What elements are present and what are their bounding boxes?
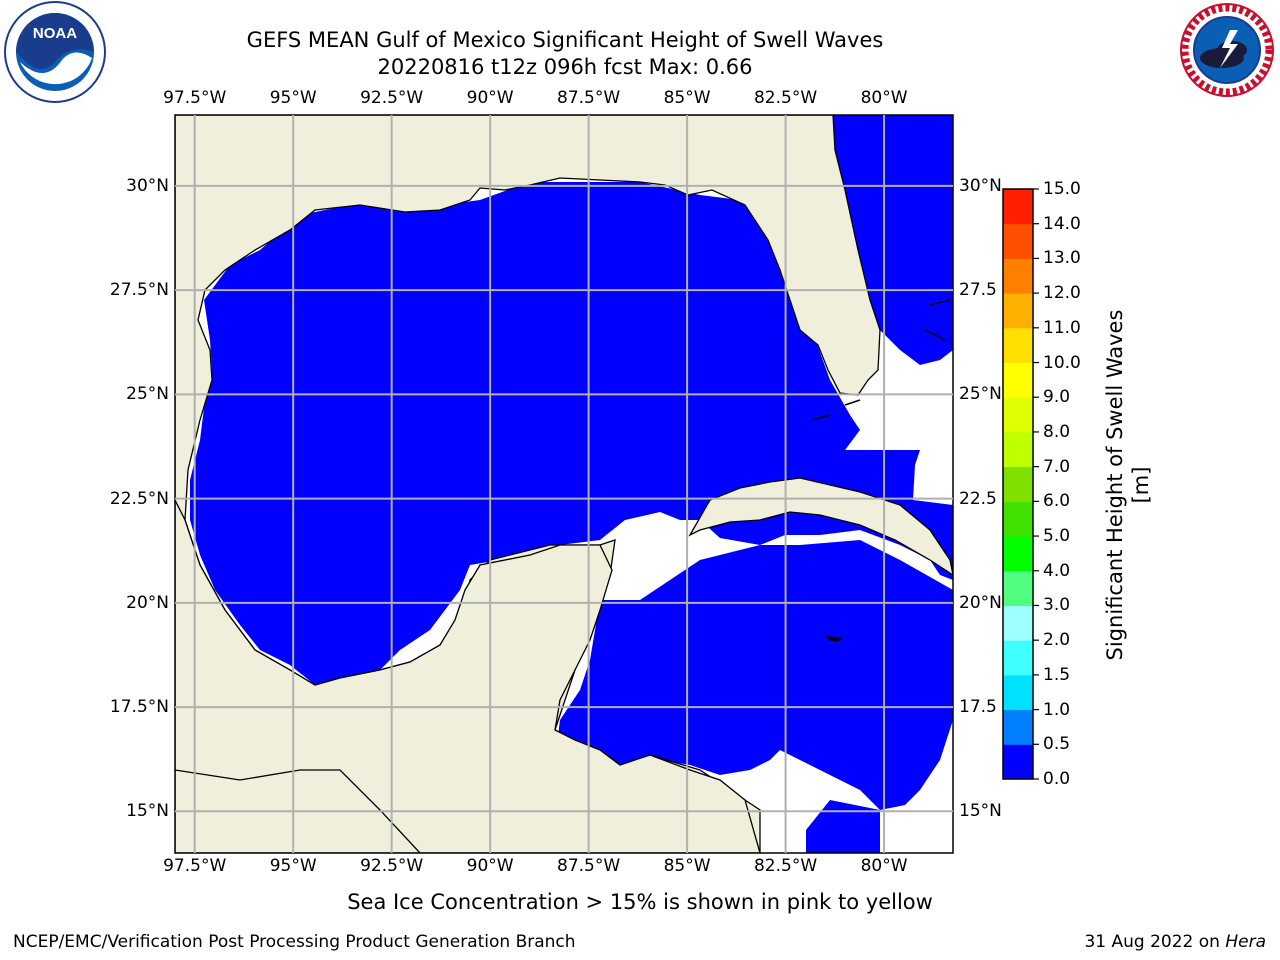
colorbar-tick-label: 14.0 [1043,213,1081,234]
colorbar-segment [1003,605,1033,641]
footer-credit: NCEP/EMC/Verification Post Processing Pr… [13,932,576,952]
left-lat-tick-label: 30°N [126,175,169,196]
right-lat-tick-label: 30°N [959,175,1002,196]
right-lat-tick-label: 27.5 [959,280,997,301]
colorbar-segment [1003,258,1033,294]
colorbar-segment [1003,501,1033,537]
bot-lon-tick-label: 87.5°W [557,856,621,876]
footer-date: 31 Aug 2022 on Hera [1084,932,1266,952]
left-lat-tick-label: 25°N [126,384,169,405]
footer-date-machine: Hera [1225,932,1266,952]
colorbar-segment [1003,293,1033,329]
colorbar-tick-label: 5.0 [1043,526,1071,547]
left-lat-tick-label: 22.5°N [109,488,169,509]
bot-lon-tick-label: 92.5°W [360,856,424,876]
right-lat-tick-label: 17.5 [959,697,997,718]
nws-logo [1180,3,1274,97]
colorbar-segment [1003,640,1033,676]
colorbar [1002,188,1039,780]
colorbar-segment [1003,327,1033,364]
left-lat-tick-label: 20°N [126,592,169,613]
right-lat-tick-label: 22.5 [959,488,997,509]
top-lon-tick-label: 95°W [269,88,317,108]
colorbar-tick-label: 0.5 [1043,734,1071,755]
colorbar-segment [1003,223,1033,259]
colorbar-tick-label: 10.0 [1043,352,1081,373]
colorbar-tick-label: 6.0 [1043,491,1071,512]
chart-subtitle: 20220816 t12z 096h fcst Max: 0.66 [377,55,753,79]
colorbar-tick-label: 4.0 [1043,560,1071,581]
colorbar-segment [1003,674,1033,711]
colorbar-tick-label: 1.5 [1043,664,1071,685]
colorbar-tick-label: 12.0 [1043,283,1081,304]
colorbar-tick-label: 15.0 [1043,179,1081,199]
colorbar-segment [1003,431,1033,468]
graticule [175,115,953,853]
bot-lon-tick-label: 82.5°W [753,856,818,876]
colorbar-tick-label: 1.0 [1043,699,1071,720]
colorbar-tick-label: 2.0 [1043,630,1071,651]
right-lat-tick-label: 25°N [959,384,1002,405]
land-jamaica [826,636,842,642]
colorbar-segment [1003,362,1033,398]
bot-lon-tick-label: 85°W [663,856,711,876]
colorbar-tick-label: 13.0 [1043,248,1081,269]
colorbar-tick-label: 8.0 [1043,421,1071,442]
land-bahamas [924,299,951,341]
colorbar-segment [1003,709,1033,745]
colorbar-tick-label: 3.0 [1043,595,1071,616]
colorbar-tick-label: 11.0 [1043,317,1081,338]
bot-lon-tick-label: 95°W [269,856,317,876]
noaa-logo-text: NOAA [33,25,77,42]
footer-date-prefix: 31 Aug 2022 on [1084,932,1220,952]
swell-field-low-east [833,115,953,365]
map-frame [174,114,954,854]
bot-lon-tick-label: 90°W [466,856,514,876]
colorbar-tick-label: 9.0 [1043,387,1071,408]
top-lon-tick-label: 97.5°W [163,88,227,108]
colorbar-tick-label: 7.0 [1043,456,1071,477]
colorbar-segment [1003,536,1033,572]
colorbar-segment [1003,189,1033,225]
top-lon-tick-label: 80°W [860,88,908,108]
swell-field-low [190,182,953,685]
right-lat-tick-label: 15°N [959,801,1002,822]
bot-lon-tick-label: 80°W [860,856,908,876]
land-florida-keys [811,399,861,421]
swell-field-low-south [555,540,953,810]
top-lon-tick-label: 90°W [466,88,514,108]
colorbar-segment [1003,466,1033,502]
right-lat-tick-label: 20°N [959,592,1002,613]
left-lat-tick-label: 27.5°N [109,280,169,301]
colorbar-segment [1003,744,1033,780]
footer-note: Sea Ice Concentration > 15% is shown in … [347,890,933,914]
land-cuba [688,477,953,576]
left-lat-tick-label: 17.5°N [109,697,169,718]
noaa-logo: NOAA [4,1,106,103]
chart-title: GEFS MEAN Gulf of Mexico Significant Hei… [246,28,884,52]
left-lat-tick-label: 15°N [126,801,169,822]
colorbar-segment [1003,570,1033,606]
top-lon-tick-label: 87.5°W [557,88,621,108]
colorbar-label: Significant Height of Swell Waves [m] [1103,309,1153,661]
top-lon-tick-label: 85°W [663,88,711,108]
top-lon-tick-label: 92.5°W [360,88,424,108]
colorbar-segment [1003,397,1033,433]
colorbar-frame [1002,188,1034,780]
top-lon-tick-label: 82.5°W [753,88,818,108]
swell-field-low-gap [806,800,880,853]
bot-lon-tick-label: 97.5°W [163,856,227,876]
colorbar-tick-label: 0.0 [1043,769,1071,789]
